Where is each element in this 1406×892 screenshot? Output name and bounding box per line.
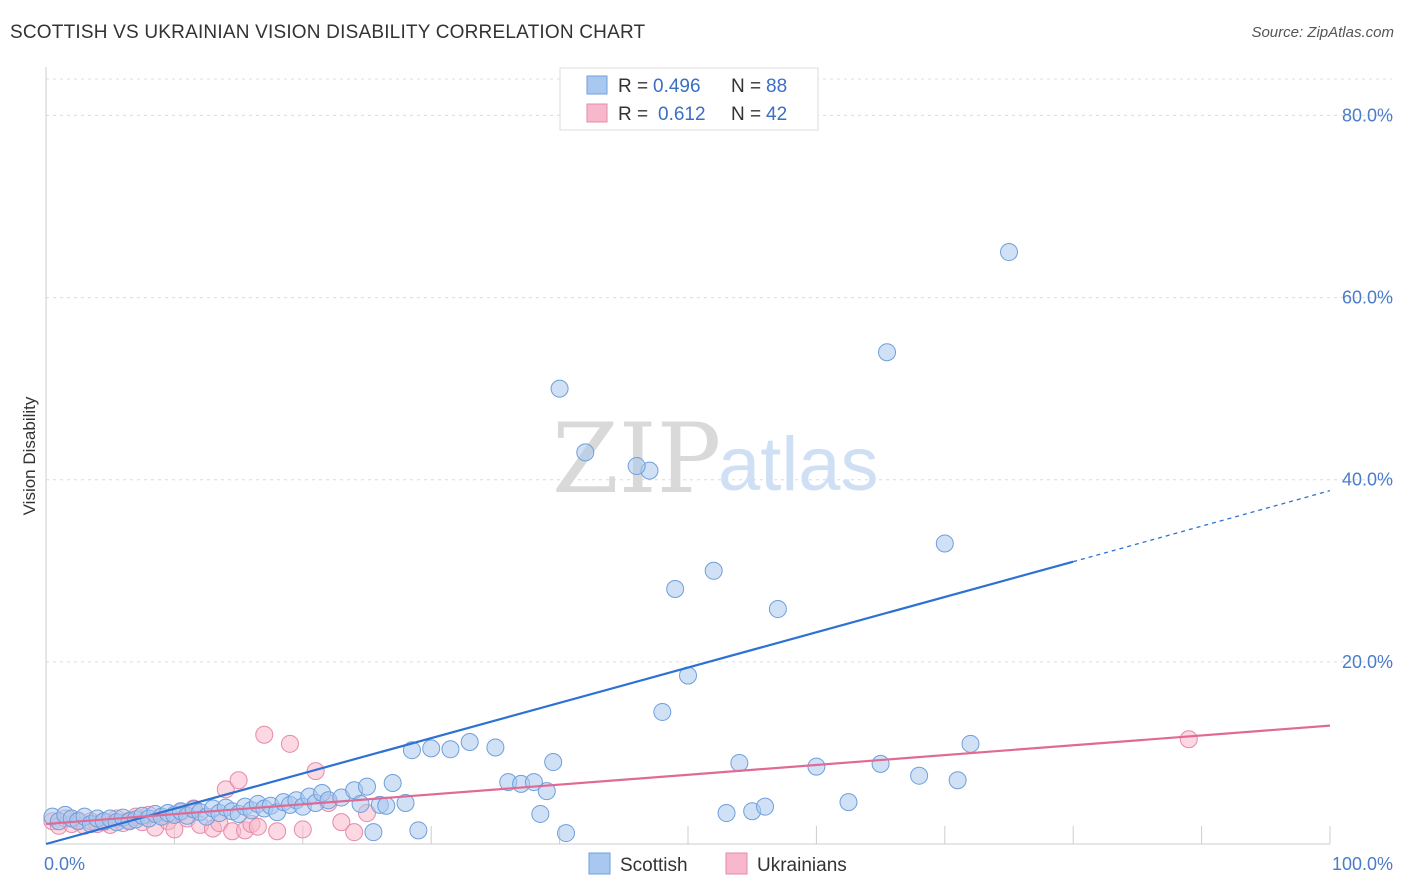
scottish-point-85 [948, 771, 967, 790]
ukrainians-point-39 [345, 823, 364, 842]
scottish-point-79 [807, 757, 826, 776]
scottish-point-80 [839, 793, 858, 812]
scottish-points [43, 243, 1018, 843]
ukrainians-point-32 [255, 725, 274, 744]
x-tick-label-max: 100.0% [1332, 854, 1393, 874]
legend-n-value-ukrainians: 42 [766, 104, 787, 125]
scottish-point-69 [666, 580, 685, 598]
legend-bottom-swatch-scottish [588, 852, 611, 875]
scottish-point-64 [544, 753, 563, 772]
watermark: ZIP atlas [552, 403, 879, 515]
legend-r-value-scottish: 0.496 [653, 76, 701, 97]
scottish-point-82 [878, 343, 897, 362]
scottish-point-66 [557, 824, 576, 843]
legend-r-label-ukrainians: R = [618, 104, 648, 125]
ukrainians-points [43, 725, 1198, 842]
scottish-point-72 [653, 702, 672, 721]
y-tick-label-1: 40.0% [1342, 470, 1393, 490]
scottish-point-54 [441, 740, 460, 759]
trend-lines [45, 490, 1331, 846]
ukrainians-point-33 [268, 822, 287, 841]
scottish-point-50 [383, 773, 402, 792]
scottish-point-61 [531, 804, 550, 823]
x-tick-labels: 0.0% 100.0% [44, 854, 1393, 874]
chart-title: SCOTTISH VS UKRAINIAN VISION DISABILITY … [10, 22, 646, 43]
scottish-point-62 [364, 823, 383, 842]
scottish-point-49 [377, 796, 396, 815]
legend-swatch-ukrainians [586, 103, 608, 123]
scottish-point-56 [486, 738, 505, 757]
scottish-point-77 [756, 797, 775, 816]
legend-top: R = 0.496 N = 88 R = 0.612 N = 42 [559, 67, 819, 131]
scottish-point-47 [358, 777, 376, 796]
y-axis-label: Vision Disability [20, 396, 39, 515]
chart-source: Source: ZipAtlas.com [1251, 24, 1394, 41]
scottish-point-84 [935, 534, 954, 553]
legend-r-label-scottish: R = [618, 76, 648, 97]
legend-n-label-scottish: N = [731, 76, 761, 97]
scottish-point-74 [717, 804, 736, 823]
scottish-point-70 [627, 457, 646, 476]
ukrainians-point-28 [229, 771, 248, 790]
scottish-point-75 [730, 753, 749, 772]
legend-bottom-swatch-ukrainians [725, 852, 748, 875]
scottish-trend-line-extension [1073, 490, 1331, 563]
scottish-point-67 [576, 443, 595, 462]
scottish-point-52 [409, 821, 428, 840]
legend-r-value-ukrainians: 0.612 [658, 104, 706, 125]
scottish-point-53 [422, 739, 441, 758]
ukrainians-point-38 [332, 813, 351, 832]
scottish-point-55 [460, 733, 479, 751]
legend-bottom: Scottish Ukrainians [588, 852, 847, 876]
watermark-atlas: atlas [718, 422, 879, 507]
y-tick-labels: 20.0% 40.0% 60.0% 80.0% [1342, 105, 1393, 671]
scottish-point-51 [396, 794, 415, 813]
ukrainians-point-34 [280, 734, 299, 753]
scottish-point-78 [768, 600, 787, 619]
ukrainians-point-41 [1179, 730, 1198, 749]
scottish-point-87 [1000, 243, 1018, 262]
y-tick-label-0: 20.0% [1342, 652, 1393, 672]
scottish-trend-line [45, 560, 1074, 846]
x-tick-label-min: 0.0% [44, 854, 85, 874]
axes [45, 67, 1331, 845]
ukrainians-trend-line [45, 724, 1331, 826]
scottish-point-86 [961, 734, 980, 753]
legend-swatch-scottish [586, 75, 608, 95]
y-tick-label-2: 60.0% [1342, 288, 1393, 308]
ukrainians-point-31 [248, 817, 267, 836]
scottish-point-73 [704, 561, 723, 580]
scottish-point-65 [550, 379, 569, 398]
legend-bottom-label-ukrainians: Ukrainians [757, 855, 847, 876]
y-tick-label-3: 80.0% [1342, 105, 1393, 125]
scottish-point-46 [351, 794, 370, 813]
legend-n-value-scottish: 88 [766, 76, 787, 97]
scottish-point-83 [910, 766, 929, 785]
scottish-point-63 [402, 741, 421, 760]
legend-bottom-label-scottish: Scottish [620, 855, 688, 876]
scottish-point-81 [871, 754, 890, 773]
ukrainians-point-35 [293, 820, 312, 839]
legend-n-label-ukrainians: N = [731, 104, 761, 125]
